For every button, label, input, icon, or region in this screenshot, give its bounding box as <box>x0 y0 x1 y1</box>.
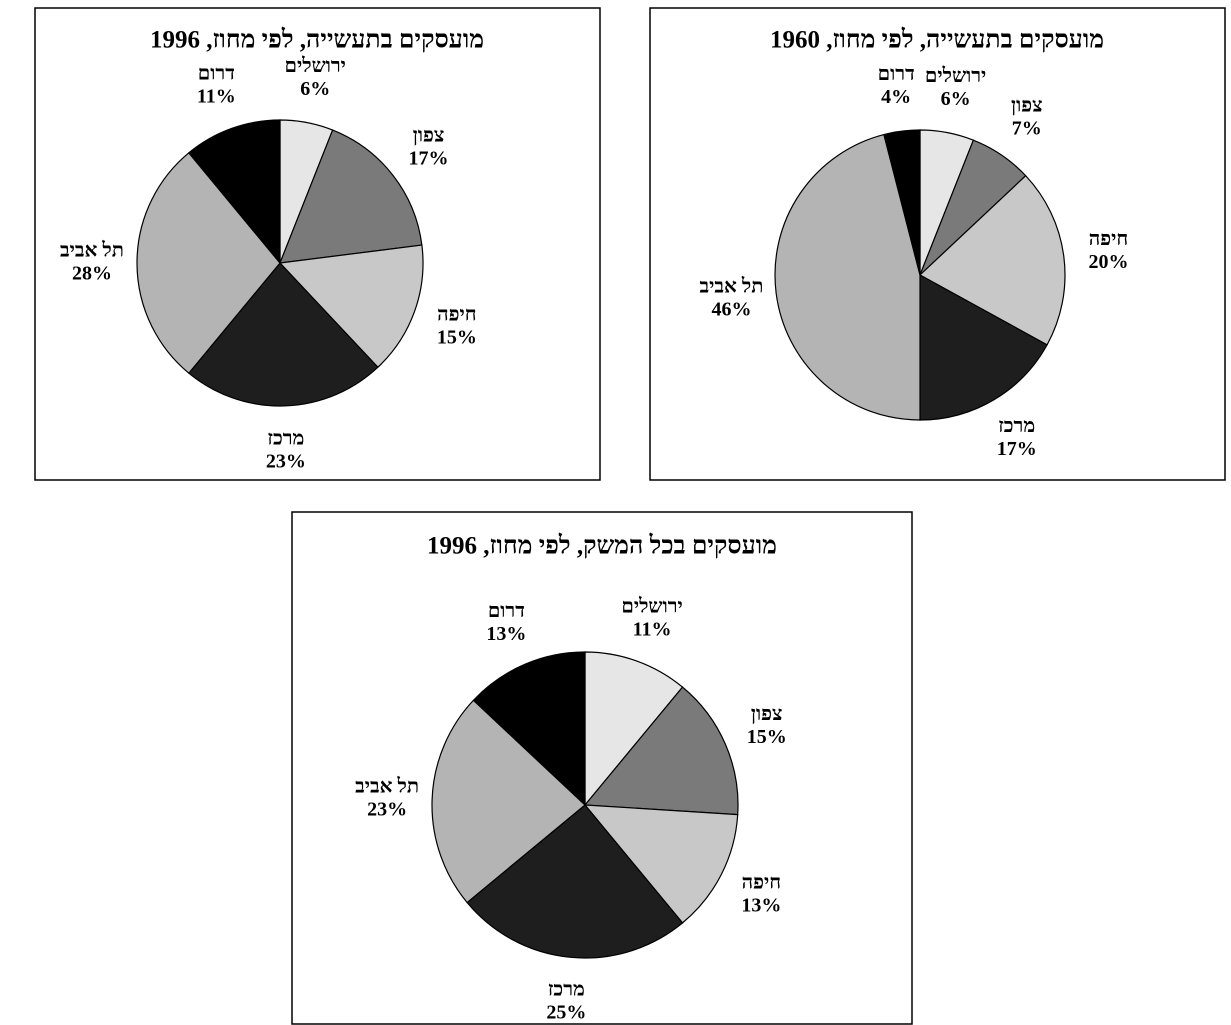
pie-slice <box>136 151 281 375</box>
chart-title: מועסקים בתעשייה, לפי מחוז, 1996 <box>150 27 484 54</box>
slice-value-label: 7% <box>1012 117 1042 139</box>
pie-slice <box>279 129 423 264</box>
pie-slice <box>584 651 684 807</box>
slice-category: תל אביב <box>355 775 419 797</box>
slice-value-label: 17% <box>997 438 1037 460</box>
slice-category: צפון <box>751 703 783 725</box>
slice-value-label: 6% <box>300 78 330 100</box>
pie-slice <box>883 129 921 276</box>
slice-category: צפון <box>1011 94 1043 116</box>
slice-value-label: 20% <box>1089 251 1129 273</box>
pie-slice <box>466 804 684 959</box>
pie-slice <box>188 262 379 407</box>
slice-value-label: 13% <box>741 894 781 916</box>
chart-frame <box>34 7 601 481</box>
slice-category: ירושלים <box>925 65 986 87</box>
slice-category: חיפה <box>742 871 781 893</box>
pie-slice <box>774 133 921 421</box>
slice-value-label: 11% <box>197 86 236 108</box>
chart-title: מועסקים בכל המשק, לפי מחוז, 1996 <box>427 533 777 560</box>
slice-value-label: 11% <box>633 618 672 640</box>
slice-category: צפון <box>413 124 445 146</box>
slice-value-label: 28% <box>72 263 112 285</box>
pie-slice <box>188 119 281 265</box>
slice-category: חיפה <box>1089 228 1128 250</box>
slice-category: דרום <box>488 600 525 622</box>
slice-value-label: 13% <box>486 623 526 645</box>
chart-frame <box>649 7 1226 481</box>
slice-category: מרכז <box>267 428 304 450</box>
slice-category: ירושלים <box>621 595 682 617</box>
slice-category: מרכז <box>548 979 585 1001</box>
slice-category: תל אביב <box>700 275 764 297</box>
slice-value-label: 23% <box>367 798 407 820</box>
slice-category: דרום <box>198 63 235 85</box>
pie-slice <box>278 244 424 369</box>
slice-category: ירושלים <box>285 55 346 77</box>
pie-slice <box>583 804 739 924</box>
slice-value-label: 17% <box>409 147 449 169</box>
pie-slice <box>472 651 586 807</box>
slice-value-label: 25% <box>546 1002 586 1024</box>
pie-slice <box>431 699 586 904</box>
slice-value-label: 15% <box>437 326 477 348</box>
chart-frame <box>291 511 913 1025</box>
slice-value-label: 6% <box>941 88 971 110</box>
slice-value-label: 4% <box>881 86 911 108</box>
slice-category: חיפה <box>437 303 476 325</box>
slice-value-label: 46% <box>711 298 751 320</box>
slice-value-label: 23% <box>266 451 306 473</box>
pie-slice <box>583 686 739 816</box>
slice-category: מרכז <box>998 415 1035 437</box>
chart-title: מועסקים בתעשייה, לפי מחוז, 1960 <box>770 27 1104 54</box>
slice-category: דרום <box>878 63 915 85</box>
pie-slice <box>918 174 1066 346</box>
pie-slice <box>919 273 1048 421</box>
slice-value-label: 15% <box>747 726 787 748</box>
slice-category: תל אביב <box>60 240 124 262</box>
